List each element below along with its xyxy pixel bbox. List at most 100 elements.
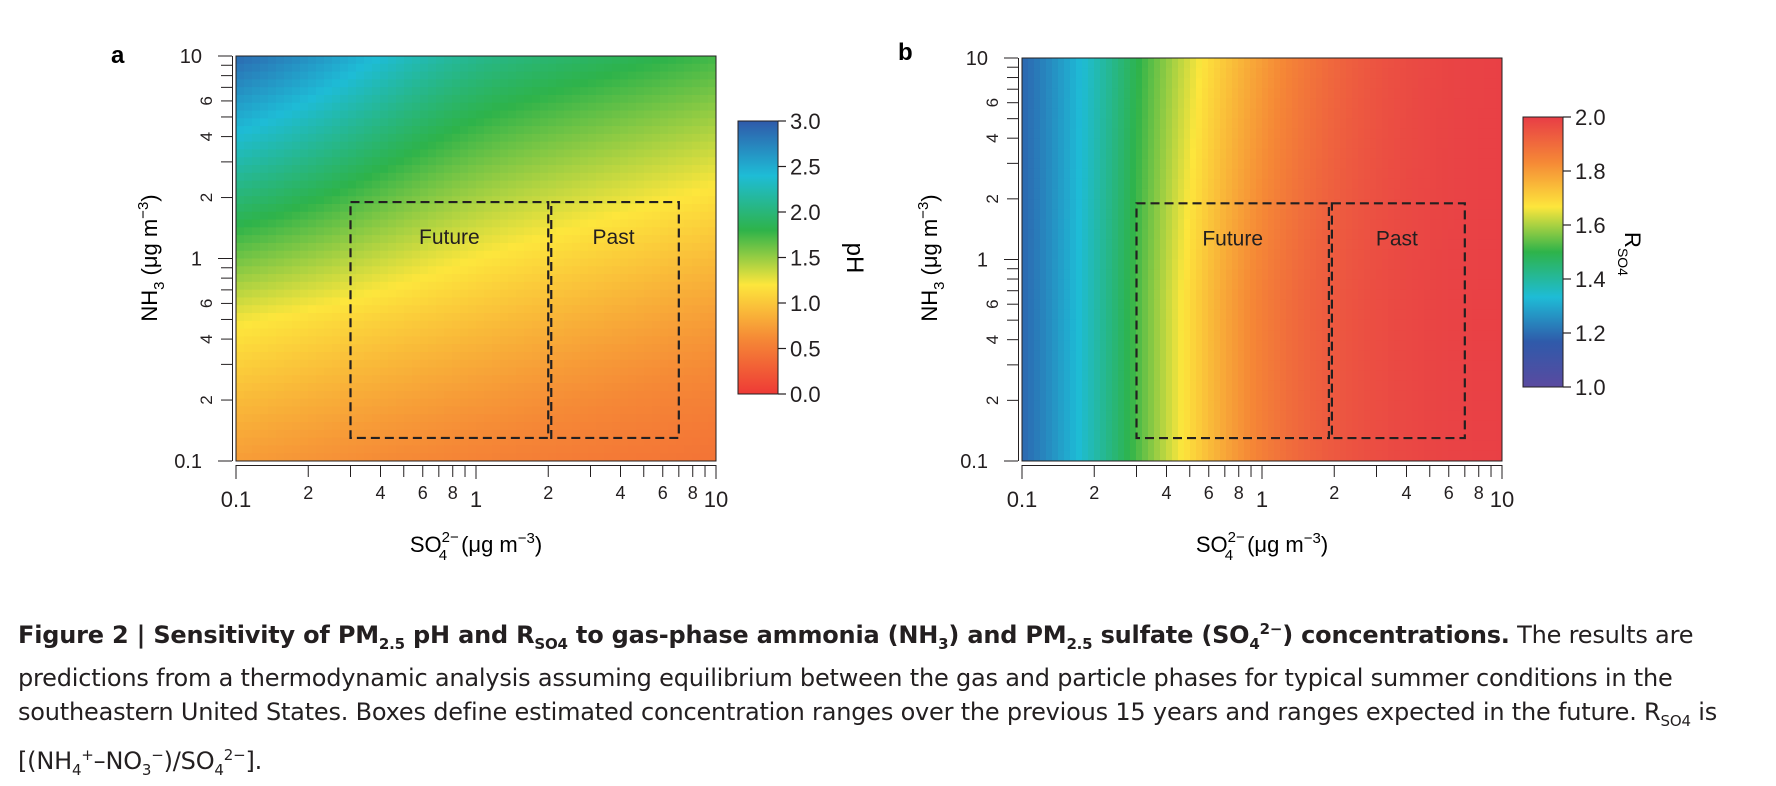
heatmap-a-cell	[532, 406, 541, 414]
heatmap-a-cell	[628, 72, 637, 80]
heatmap-a-cell	[380, 445, 389, 453]
heatmap-a-cell	[484, 329, 493, 337]
heatmap-a-cell	[708, 445, 717, 453]
heatmap-a-cell	[244, 157, 253, 165]
heatmap-a-cell	[396, 414, 405, 422]
heatmap-b-cell	[1442, 139, 1449, 150]
heatmap-b-cell	[1238, 179, 1245, 190]
heatmap-b-cell	[1400, 179, 1407, 190]
heatmap-a-cell	[492, 204, 501, 212]
heatmap-a-cell	[476, 259, 485, 267]
heatmap-b-cell	[1190, 129, 1197, 140]
heatmap-b-cell	[1286, 88, 1293, 99]
heatmap-a-cell	[364, 118, 373, 126]
heatmap-a-cell	[500, 165, 509, 173]
heatmap-b-cell	[1472, 68, 1479, 79]
heatmap-b-cell	[1358, 270, 1365, 281]
heatmap-b-cell	[1028, 280, 1035, 291]
heatmap-b-cell	[1184, 139, 1191, 150]
heatmap-a-cell	[372, 399, 381, 407]
heatmap-a-cell	[676, 266, 685, 274]
heatmap-a-cell	[364, 188, 373, 196]
heatmap-b-cell	[1280, 229, 1287, 240]
heatmap-a-cell	[244, 165, 253, 173]
heatmap-a-cell	[292, 329, 301, 337]
heatmap-a-cell	[500, 212, 509, 220]
heatmap-a-cell	[348, 235, 357, 243]
heatmap-b-cell	[1088, 239, 1095, 250]
heatmap-a-cell	[332, 212, 341, 220]
heatmap-b-cell	[1148, 98, 1155, 109]
heatmap-a-cell	[444, 329, 453, 337]
heatmap-a-cell	[236, 453, 245, 461]
heatmap-a-cell	[348, 111, 357, 119]
heatmap-a-cell	[276, 243, 285, 251]
heatmap-b-cell	[1022, 129, 1029, 140]
heatmap-b-cell	[1064, 239, 1071, 250]
heatmap-a-cell	[316, 87, 325, 95]
heatmap-a-cell	[564, 453, 573, 461]
heatmap-b-cell	[1196, 98, 1203, 109]
heatmap-b-cell	[1334, 179, 1341, 190]
heatmap-a-cell	[332, 445, 341, 453]
heatmap-b-cell	[1298, 139, 1305, 150]
heatmap-b-cell	[1442, 229, 1449, 240]
heatmap-a-cell	[476, 87, 485, 95]
heatmap-a-cell	[668, 235, 677, 243]
heatmap-a-cell	[652, 111, 661, 119]
heatmap-a-cell	[620, 157, 629, 165]
heatmap-b-cell	[1136, 98, 1143, 109]
heatmap-a-cell	[532, 72, 541, 80]
heatmap-a-cell	[340, 227, 349, 235]
heatmap-b-cell	[1214, 98, 1221, 109]
heatmap-a-cell	[444, 72, 453, 80]
heatmap-a-cell	[628, 329, 637, 337]
heatmap-a-cell	[236, 134, 245, 142]
heatmap-b-cell	[1148, 149, 1155, 160]
heatmap-b-cell	[1100, 139, 1107, 150]
heatmap-a-cell	[532, 212, 541, 220]
heatmap-a-cell	[276, 305, 285, 313]
heatmap-a-cell	[604, 383, 613, 391]
heatmap-a-cell	[700, 227, 709, 235]
heatmap-a-cell	[564, 95, 573, 103]
heatmap-a-cell	[260, 383, 269, 391]
heatmap-a-cell	[420, 344, 429, 352]
heatmap-b-cell	[1364, 149, 1371, 160]
heatmap-b-cell	[1034, 260, 1041, 271]
heatmap-a-cell	[492, 414, 501, 422]
heatmap-a-cell	[700, 212, 709, 220]
heatmap-b-cell	[1118, 98, 1125, 109]
heatmap-b-cell	[1352, 88, 1359, 99]
heatmap-a-cell	[468, 313, 477, 321]
heatmap-b-cell	[1418, 78, 1425, 89]
heatmap-a-cell	[660, 259, 669, 267]
heatmap-a-cell	[708, 181, 717, 189]
heatmap-a-cell	[524, 188, 533, 196]
heatmap-a-cell	[340, 126, 349, 134]
heatmap-b-cell	[1166, 108, 1173, 119]
heatmap-a-cell	[396, 329, 405, 337]
heatmap-a-cell	[564, 188, 573, 196]
heatmap-a-cell	[652, 134, 661, 142]
heatmap-a-cell	[388, 336, 397, 344]
heatmap-a-cell	[380, 414, 389, 422]
heatmap-b-cell	[1208, 58, 1215, 69]
heatmap-a-cell	[372, 352, 381, 360]
heatmap-b-cell	[1478, 169, 1485, 180]
heatmap-a-cell	[508, 79, 517, 87]
heatmap-b-cell	[1334, 159, 1341, 170]
heatmap-b-cell	[1220, 179, 1227, 190]
heatmap-a-cell	[380, 173, 389, 181]
heatmap-a-cell	[404, 64, 413, 72]
heatmap-a-cell	[412, 111, 421, 119]
heatmap-a-cell	[308, 274, 317, 282]
heatmap-b-cell	[1340, 78, 1347, 89]
heatmap-a-cell	[300, 368, 309, 376]
heatmap-b-cell	[1142, 249, 1149, 260]
heatmap-b-cell	[1310, 88, 1317, 99]
heatmap-a-cell	[556, 266, 565, 274]
heatmap-a-cell	[236, 383, 245, 391]
heatmap-a-cell	[532, 414, 541, 422]
heatmap-a-cell	[516, 383, 525, 391]
